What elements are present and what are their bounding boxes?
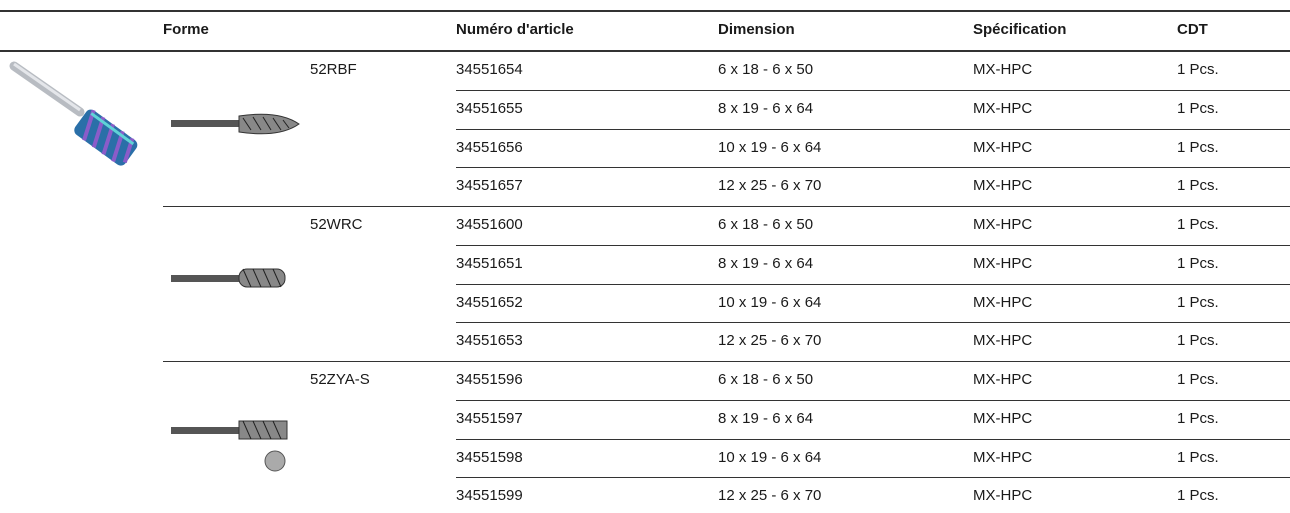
- shape-image: [171, 113, 300, 135]
- top-border: [0, 10, 1290, 12]
- cell: 34551654: [456, 61, 523, 78]
- cell: 34551657: [456, 177, 523, 195]
- header-border: [0, 50, 1290, 52]
- cell: 1 Pcs.: [1177, 332, 1219, 350]
- cell: 12 x 25 - 6 x 70: [718, 177, 822, 195]
- cell: 12 x 25 - 6 x 70: [718, 487, 822, 505]
- cell: MX-HPC: [973, 371, 1033, 388]
- cell: 34551651: [456, 254, 523, 272]
- cell: 10 x 19 - 6 x 64: [718, 448, 822, 466]
- cell: 6 x 18 - 6 x 50: [718, 61, 814, 78]
- cell: 8 x 19 - 6 x 64: [718, 409, 814, 427]
- row-border: [456, 89, 1290, 91]
- cell: MX-HPC: [973, 332, 1033, 350]
- cell: MX-HPC: [973, 293, 1033, 311]
- cell: 12 x 25 - 6 x 70: [718, 332, 822, 350]
- cell: 1 Pcs.: [1177, 409, 1219, 427]
- cell: 34551655: [456, 99, 523, 117]
- cell: 8 x 19 - 6 x 64: [718, 254, 814, 272]
- row-border: [456, 477, 1290, 479]
- row-border: [456, 244, 1290, 246]
- cell: 1 Pcs.: [1177, 448, 1219, 466]
- cell: 34551596: [456, 371, 523, 388]
- shape-image: [171, 268, 286, 288]
- cell: 1 Pcs.: [1177, 138, 1219, 156]
- cell: 1 Pcs.: [1177, 293, 1219, 311]
- cell: 34551599: [456, 487, 523, 505]
- row-border: [456, 399, 1290, 401]
- header-cell: CDT: [1177, 21, 1208, 38]
- cell: 6 x 18 - 6 x 50: [718, 216, 814, 233]
- row-border: [456, 167, 1290, 169]
- cell: 1 Pcs.: [1177, 254, 1219, 272]
- cell: MX-HPC: [973, 99, 1033, 117]
- group-border: [163, 361, 1290, 362]
- cell: MX-HPC: [973, 409, 1033, 427]
- header-cell: Spécification: [973, 21, 1067, 38]
- cell: 1 Pcs.: [1177, 487, 1219, 505]
- cell: MX-HPC: [973, 61, 1033, 78]
- cell: 10 x 19 - 6 x 64: [718, 293, 822, 311]
- shape-image: [171, 420, 288, 472]
- cell: 6 x 18 - 6 x 50: [718, 371, 814, 388]
- row-border: [456, 438, 1290, 440]
- cell: MX-HPC: [973, 177, 1033, 195]
- header-cell: Forme: [163, 21, 209, 38]
- cell: 10 x 19 - 6 x 64: [718, 138, 822, 156]
- cell: 34551600: [456, 216, 523, 233]
- header-cell: Numéro d'article: [456, 21, 574, 38]
- row-border: [456, 322, 1290, 324]
- cell: MX-HPC: [973, 487, 1033, 505]
- shape-code: 52ZYA-S: [310, 371, 370, 388]
- cell: 1 Pcs.: [1177, 371, 1219, 388]
- cell: 34551597: [456, 409, 523, 427]
- shape-code: 52WRC: [310, 216, 363, 233]
- cell: 34551656: [456, 138, 523, 156]
- row-border: [456, 128, 1290, 130]
- cell: 1 Pcs.: [1177, 177, 1219, 195]
- cell: 34551652: [456, 293, 523, 311]
- shape-code: 52RBF: [310, 61, 357, 78]
- cell: MX-HPC: [973, 216, 1033, 233]
- group-border: [163, 206, 1290, 207]
- row-border: [456, 283, 1290, 285]
- cell: 1 Pcs.: [1177, 99, 1219, 117]
- cell: MX-HPC: [973, 448, 1033, 466]
- cell: 34551598: [456, 448, 523, 466]
- header-cell: Dimension: [718, 21, 795, 38]
- cell: 1 Pcs.: [1177, 216, 1219, 233]
- cell: 34551653: [456, 332, 523, 350]
- cell: MX-HPC: [973, 138, 1033, 156]
- cell: 8 x 19 - 6 x 64: [718, 99, 814, 117]
- product-image: [9, 61, 138, 166]
- cell: MX-HPC: [973, 254, 1033, 272]
- cell: 1 Pcs.: [1177, 61, 1219, 78]
